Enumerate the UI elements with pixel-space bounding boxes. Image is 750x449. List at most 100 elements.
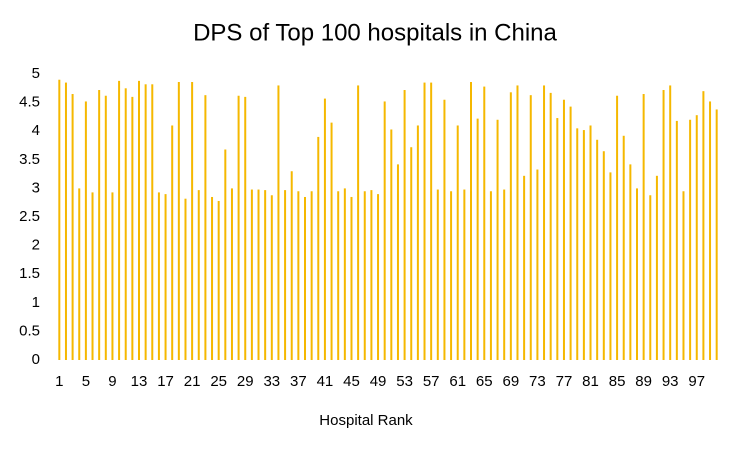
bar — [297, 191, 300, 360]
bar — [649, 195, 652, 360]
bar — [516, 85, 519, 360]
bar — [642, 94, 645, 361]
bar — [662, 90, 665, 361]
x-tick-label: 77 — [556, 373, 573, 390]
bar — [689, 119, 692, 360]
bar — [602, 151, 605, 360]
bar — [330, 122, 333, 361]
bar — [423, 82, 426, 360]
bar — [277, 85, 280, 360]
bar — [177, 82, 180, 361]
x-tick-label: 65 — [476, 373, 493, 390]
bar — [576, 128, 579, 360]
x-tick-label: 41 — [317, 373, 334, 390]
bar — [489, 191, 492, 360]
bar — [104, 95, 107, 361]
bar — [523, 175, 526, 360]
y-tick-label: 1.5 — [19, 265, 40, 282]
bar — [204, 95, 207, 360]
bar — [596, 139, 599, 360]
bar — [622, 135, 625, 360]
bar — [582, 130, 585, 360]
bar — [264, 190, 267, 360]
bar — [616, 95, 619, 361]
y-tick-label: 0 — [32, 351, 40, 368]
bar — [270, 195, 273, 360]
x-tick-label: 37 — [290, 373, 307, 390]
bar — [509, 92, 512, 360]
x-tick-label: 49 — [370, 373, 387, 390]
bar — [403, 90, 406, 361]
bar — [71, 94, 74, 361]
bar — [715, 109, 718, 361]
y-tick-label: 2.5 — [19, 208, 40, 225]
bar — [383, 101, 386, 361]
y-tick-label: 4 — [32, 122, 40, 139]
x-tick-label: 21 — [184, 373, 201, 390]
bar — [191, 82, 194, 361]
bar — [224, 149, 227, 360]
x-tick-label: 33 — [263, 373, 280, 390]
bar — [562, 99, 565, 361]
bar — [503, 189, 506, 360]
bar — [64, 82, 67, 360]
bar — [323, 98, 326, 360]
chart-title: DPS of Top 100 hospitals in China — [193, 19, 557, 46]
bar — [257, 189, 260, 360]
bar — [171, 125, 174, 360]
x-tick-label: 85 — [609, 373, 626, 390]
x-tick-label: 89 — [635, 373, 652, 390]
bar — [337, 191, 340, 360]
bar — [655, 175, 658, 360]
bar — [636, 188, 638, 360]
bar — [363, 191, 366, 360]
bar — [164, 194, 167, 360]
x-tick-label: 9 — [108, 373, 116, 390]
bar — [695, 115, 698, 361]
bar — [377, 194, 380, 360]
bar — [211, 196, 214, 360]
bar — [536, 169, 539, 360]
x-tick-label: 13 — [131, 373, 148, 390]
bar — [237, 95, 240, 361]
bar — [476, 118, 479, 360]
bar — [370, 190, 373, 360]
x-tick-label: 69 — [502, 373, 519, 390]
y-tick-label: 4.5 — [19, 94, 40, 111]
bar — [244, 96, 247, 360]
bar — [483, 86, 486, 361]
bar — [58, 79, 61, 360]
x-tick-label: 25 — [210, 373, 227, 390]
bar — [111, 192, 114, 360]
bar — [317, 136, 320, 360]
bar — [543, 85, 546, 360]
x-tick-label: 1 — [55, 373, 63, 390]
bar — [430, 82, 433, 360]
y-tick-label: 0.5 — [19, 322, 40, 339]
x-tick-label: 29 — [237, 373, 254, 390]
bar — [151, 84, 154, 361]
bar — [304, 196, 306, 360]
bar — [702, 91, 705, 360]
bar — [390, 129, 393, 360]
bar — [350, 196, 353, 360]
bar — [470, 82, 472, 361]
bar — [138, 80, 140, 360]
bar — [396, 164, 399, 360]
bar — [496, 119, 499, 360]
x-tick-label: 45 — [343, 373, 360, 390]
bar — [682, 191, 685, 360]
bar — [184, 198, 187, 360]
x-tick-label: 93 — [662, 373, 679, 390]
bar — [250, 189, 253, 360]
bar — [284, 190, 287, 360]
bar — [217, 200, 220, 360]
bar — [91, 192, 94, 360]
x-tick-label: 81 — [582, 373, 599, 390]
bar — [310, 191, 313, 360]
bar — [529, 95, 532, 360]
bar — [675, 120, 678, 361]
bar — [569, 106, 572, 360]
y-tick-label: 3.5 — [19, 151, 40, 168]
